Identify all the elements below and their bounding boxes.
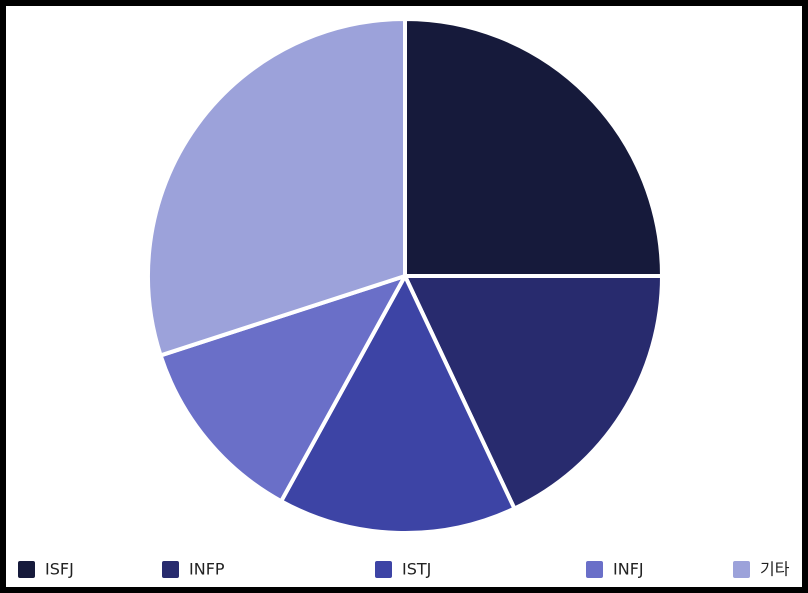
- legend-label: ISTJ: [402, 560, 431, 579]
- legend-swatch: [18, 561, 35, 578]
- pie-slice: [158, 274, 407, 504]
- legend-swatch: [733, 561, 750, 578]
- chart: ISFJ INFP ISTJ INFJ 기타: [18, 17, 790, 579]
- pie-slice: [146, 17, 407, 358]
- legend-swatch: [375, 561, 392, 578]
- legend-label: 기타: [760, 560, 790, 579]
- pie-slice: [403, 17, 664, 278]
- legend-label: INFJ: [613, 560, 644, 579]
- legend-swatch: [586, 561, 603, 578]
- chart-card: ISFJ INFP ISTJ INFJ 기타: [6, 6, 802, 587]
- pie-slice: [279, 274, 517, 535]
- legend-swatch: [162, 561, 179, 578]
- pie-slice: [403, 274, 664, 511]
- legend-label: INFP: [189, 560, 225, 579]
- legend-label: ISFJ: [45, 560, 74, 579]
